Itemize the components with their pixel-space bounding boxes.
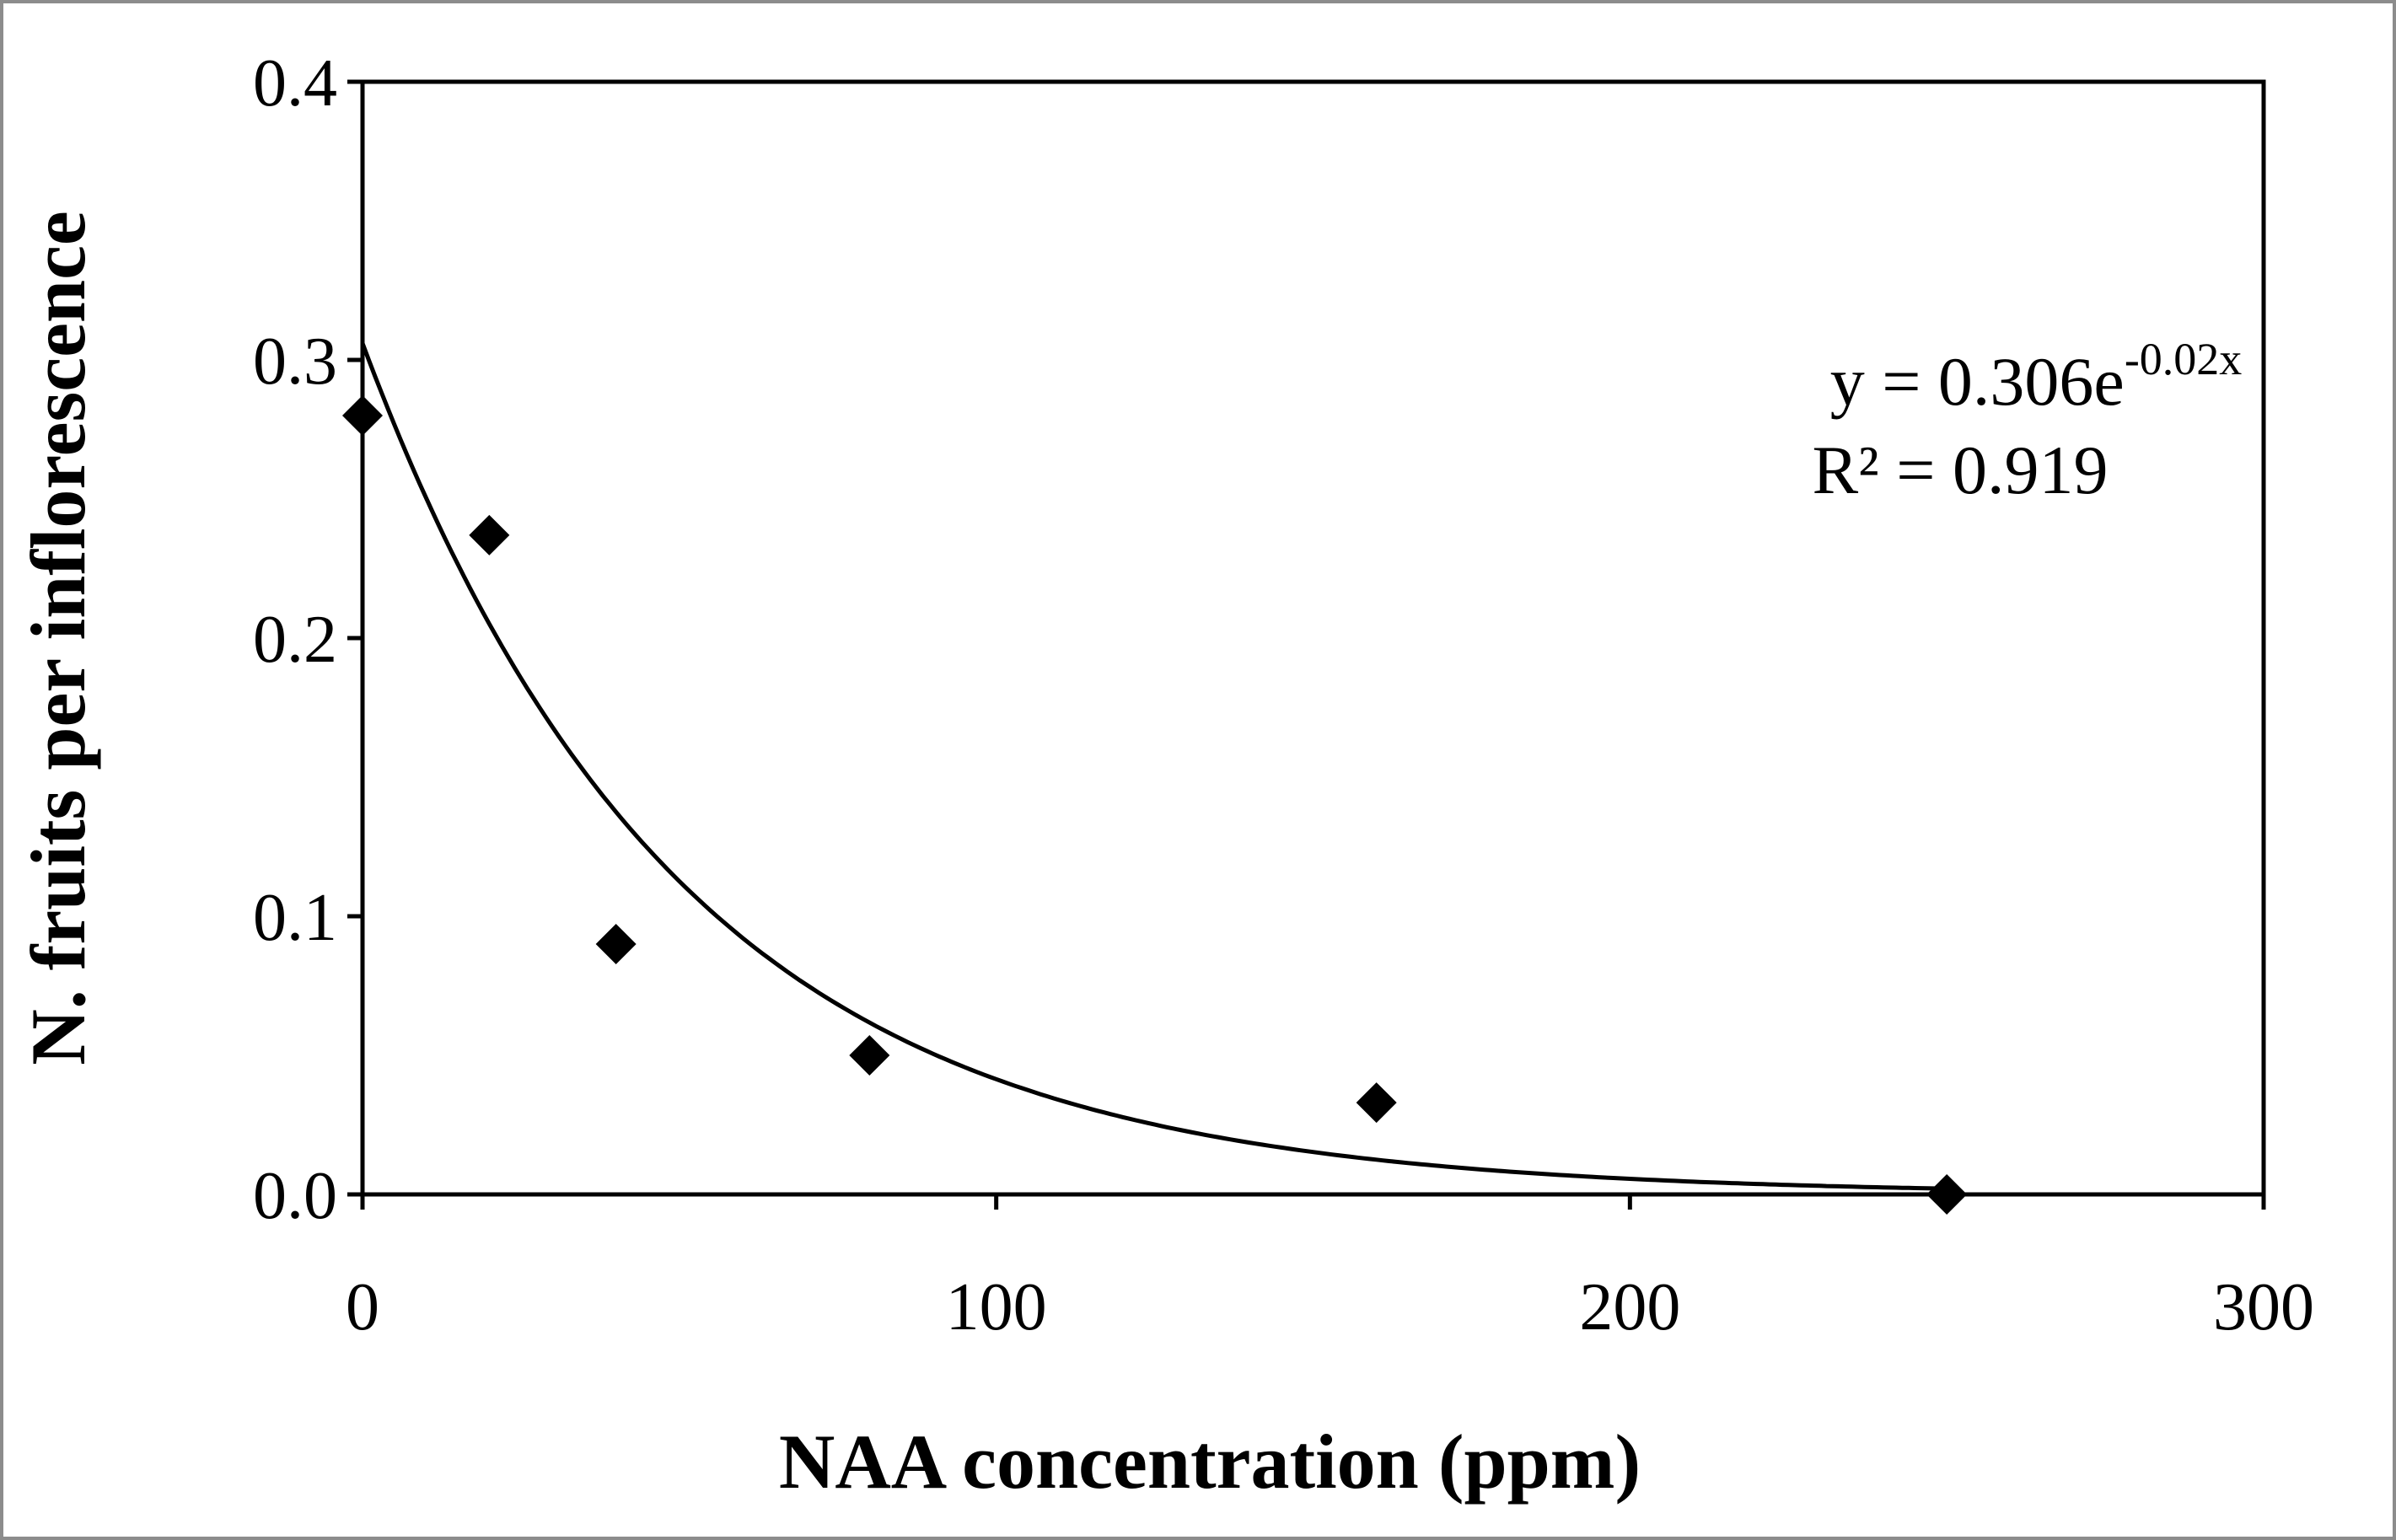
data-point-marker [1356,1082,1397,1124]
y-tick-label: 0.2 [253,603,337,677]
x-tick-label: 0 [346,1270,379,1344]
y-axis-ticks: 0.0 0.1 0.2 0.3 0.4 [253,46,363,1233]
data-point-marker [1926,1174,1968,1215]
trendline [360,342,1947,1191]
equation-exponent: -0.02x [2125,334,2242,384]
data-point-marker [849,1035,890,1076]
y-tick-label: 0.4 [253,46,337,121]
x-tick-label: 300 [2213,1270,2314,1344]
equation-prefix: y = 0.306e [1830,343,2125,420]
x-axis-ticks: 0 100 200 300 [346,1194,2314,1344]
trendline-equation: y = 0.306e-0.02x [1830,334,2243,420]
data-point-marker [469,514,510,555]
y-tick-label: 0.1 [253,881,337,955]
x-tick-label: 100 [946,1270,1047,1344]
x-axis-title: NAA concentration (ppm) [779,1419,1641,1505]
data-markers [342,395,1968,1215]
data-point-marker [595,924,637,964]
y-tick-label: 0.3 [253,325,337,399]
y-axis-title: N. fruits per inflorescence [15,211,101,1065]
data-point-marker [342,395,383,436]
r-squared-label: R² = 0.919 [1812,432,2108,508]
x-tick-label: 200 [1579,1270,1680,1344]
y-tick-label: 0.0 [253,1159,337,1233]
